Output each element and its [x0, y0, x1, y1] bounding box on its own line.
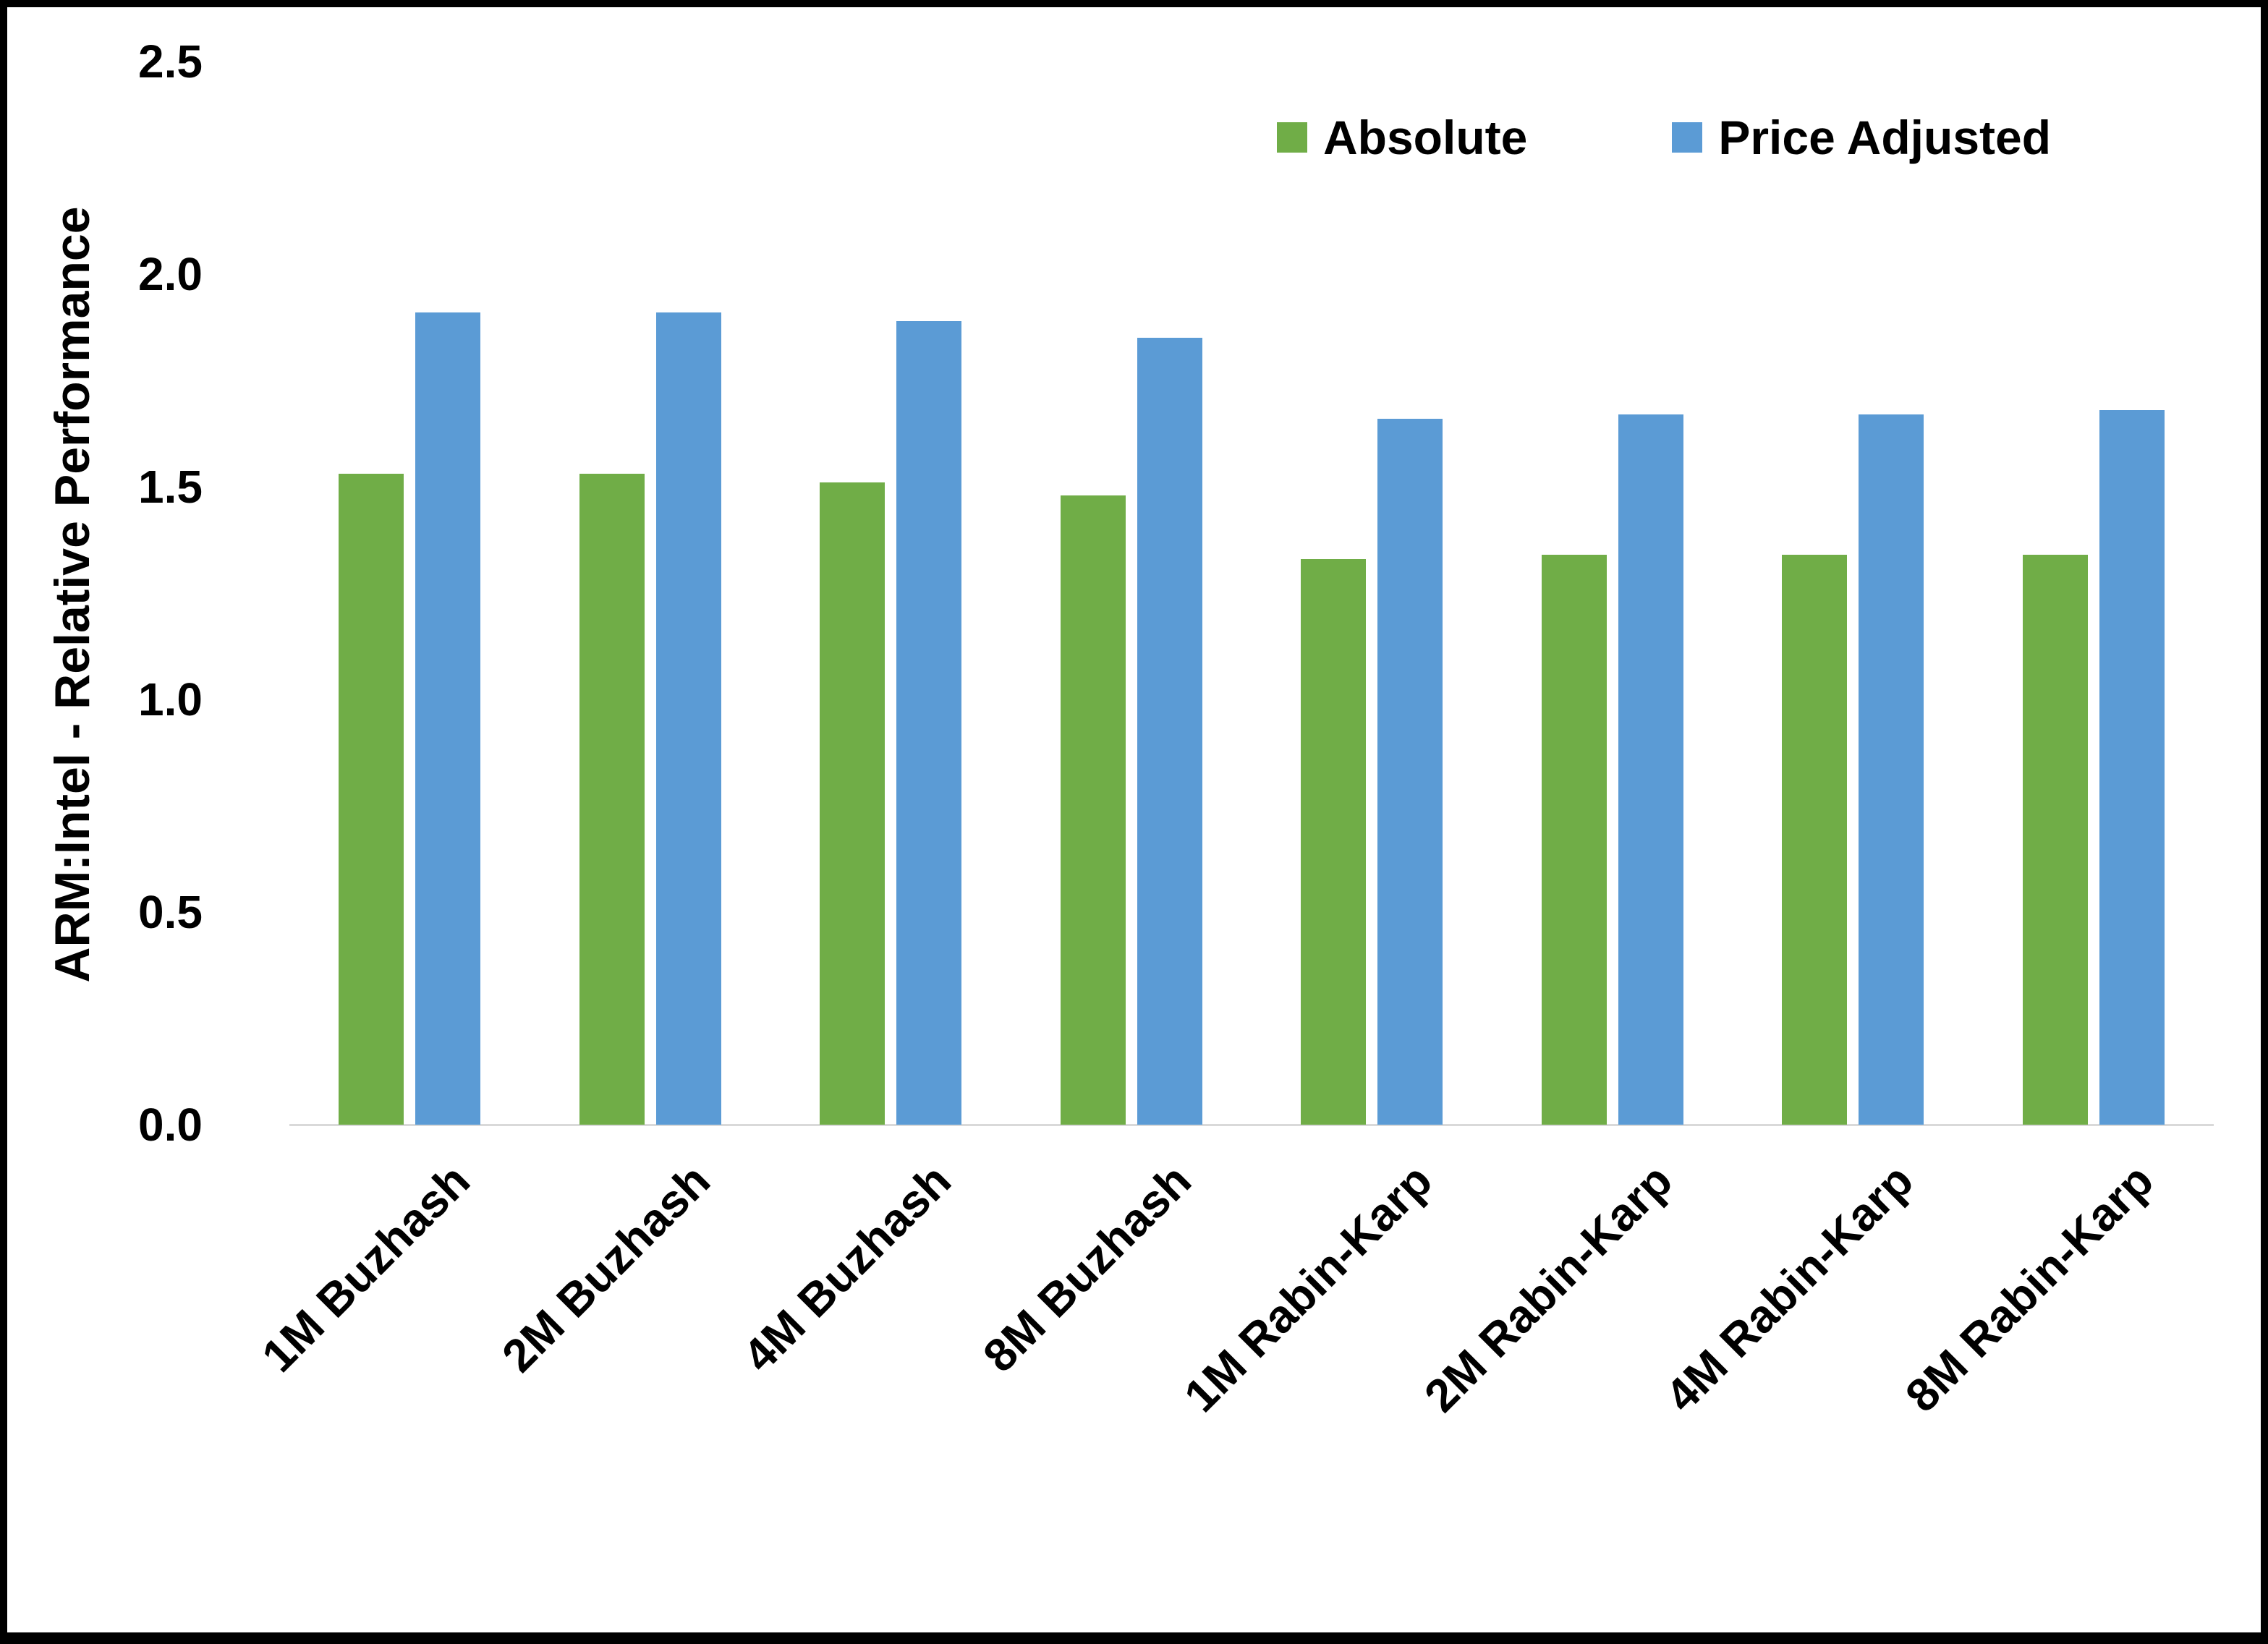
- y-tick-label: 0.5: [138, 886, 203, 938]
- price-adjusted-legend-swatch: [1672, 122, 1703, 153]
- y-tick-label: 2.5: [138, 35, 203, 88]
- absolute-legend-label: Absolute: [1323, 111, 1528, 164]
- y-tick-label: 0.0: [138, 1099, 203, 1151]
- x-axis-label: 2M Rabin-Karp: [1414, 1154, 1683, 1422]
- y-tick-label: 1.0: [138, 673, 203, 725]
- absolute-bar: [339, 474, 404, 1125]
- absolute-bar: [1541, 555, 1607, 1125]
- legend-item-absolute: Absolute: [1277, 110, 1527, 165]
- x-axis-labels: 1M Buzhash 2M Buzhash 4M Buzhash 8M Buzhash…: [252, 1154, 2214, 1479]
- bar-group: [1011, 61, 1252, 1125]
- bar-group: [1492, 61, 1733, 1125]
- absolute-bar: [579, 474, 645, 1125]
- price-adjusted-bar: [1859, 414, 1924, 1125]
- x-axis-label: 1M Rabin-Karp: [1173, 1154, 1442, 1422]
- absolute-bar: [2022, 555, 2088, 1125]
- bar-group: [770, 61, 1011, 1125]
- bar-group: [1974, 61, 2214, 1125]
- absolute-bar: [1301, 559, 1367, 1125]
- x-axis-label: 8M Rabin-Karp: [1895, 1154, 2164, 1422]
- price-adjusted-bar: [655, 312, 721, 1125]
- y-axis-title: ARM:Intel - Relative Performance: [45, 206, 100, 983]
- absolute-bar: [1782, 555, 1848, 1125]
- absolute-bar: [1060, 495, 1126, 1125]
- x-axis-label: 1M Buzhash: [251, 1154, 480, 1382]
- bar-group: [1733, 61, 1974, 1125]
- legend-item-price-adjusted: Price Adjusted: [1672, 110, 2051, 165]
- bar-group: [1252, 61, 1492, 1125]
- x-axis-label: 2M Buzhash: [492, 1154, 721, 1382]
- bar-chart: ARM:Intel - Relative Performance 0.0 0.5 1…: [7, 7, 2261, 1632]
- price-adjusted-bar: [1618, 414, 1683, 1125]
- price-adjusted-bar: [1137, 338, 1202, 1125]
- price-adjusted-bar: [2099, 410, 2165, 1125]
- x-axis-label: 8M Buzhash: [973, 1154, 1202, 1382]
- bar-group: [530, 61, 771, 1125]
- y-tick-label: 1.5: [138, 461, 203, 513]
- bar-group: [289, 61, 530, 1125]
- legend: Absolute Price Adjusted: [1277, 110, 2051, 165]
- plot-area: [289, 61, 2214, 1126]
- x-axis-label: 4M Rabin-Karp: [1655, 1154, 1923, 1422]
- y-axis: 0.0 0.5 1.0 1.5 2.0 2.5: [94, 35, 203, 1151]
- absolute-legend-swatch: [1277, 122, 1307, 153]
- price-adjusted-bar: [415, 312, 481, 1125]
- price-adjusted-bar: [1377, 419, 1443, 1125]
- x-axis-line: [289, 1124, 2214, 1126]
- absolute-bar: [820, 482, 885, 1125]
- price-adjusted-legend-label: Price Adjusted: [1718, 111, 2052, 164]
- y-tick-label: 2.0: [138, 248, 203, 300]
- price-adjusted-bar: [896, 321, 962, 1125]
- x-axis-label: 4M Buzhash: [732, 1154, 961, 1382]
